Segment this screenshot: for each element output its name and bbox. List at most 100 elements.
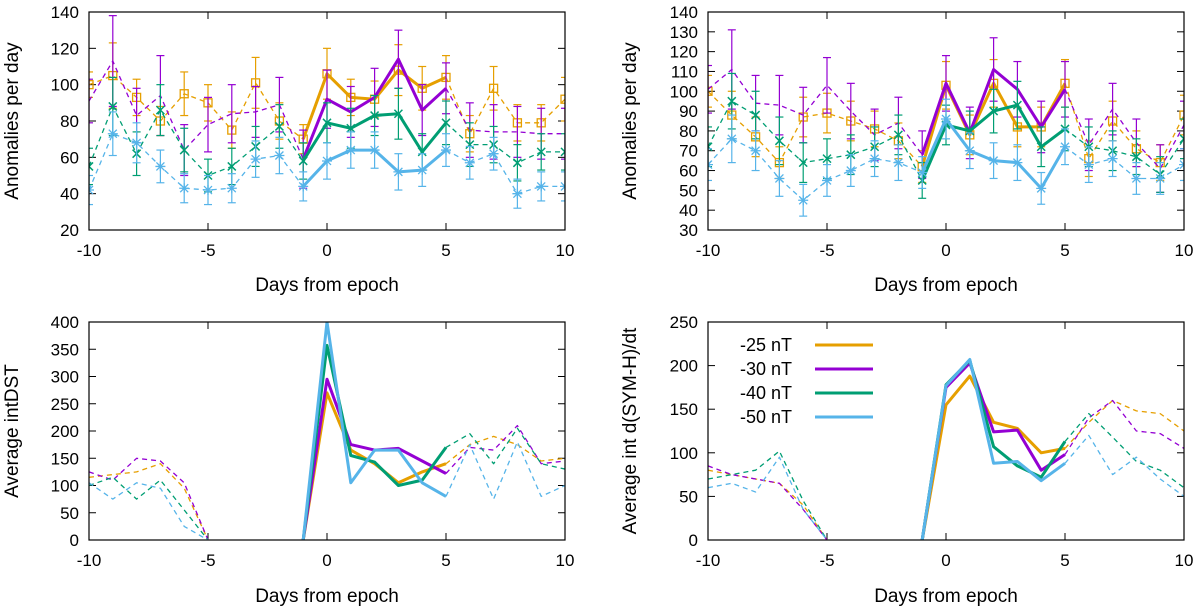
data-point-40-nt xyxy=(227,161,237,171)
data-point-25-nt xyxy=(1179,110,1184,120)
data-point-40-nt xyxy=(1131,152,1141,162)
y-tick-label: 130 xyxy=(670,23,698,42)
data-point-40-nt xyxy=(989,106,999,116)
x-tick-label: -5 xyxy=(819,241,834,260)
x-tick-label: 10 xyxy=(1175,241,1194,260)
data-point-40-nt xyxy=(727,96,737,106)
y-tick-label: 100 xyxy=(670,444,698,463)
data-point-50-nt xyxy=(726,133,737,144)
y-tick-label: 140 xyxy=(51,3,79,22)
data-point-40-nt xyxy=(1012,100,1022,110)
plot-area xyxy=(89,15,565,209)
plot-frame xyxy=(88,321,566,541)
data-point-40-nt xyxy=(774,136,784,146)
data-point-50-nt xyxy=(441,145,451,156)
data-point-50-nt xyxy=(417,165,428,176)
legend: -25 nT -30 nT -40 nT -50 nT xyxy=(740,335,873,427)
data-point-40-nt xyxy=(751,110,761,120)
data-point-50-nt xyxy=(512,188,523,199)
data-point-40-nt xyxy=(322,118,332,128)
data-point-50-nt xyxy=(274,150,285,161)
data-point-40-nt xyxy=(108,101,118,111)
legend-label: -40 nT xyxy=(740,383,792,403)
series-25-nt-dashed-before xyxy=(89,74,304,140)
y-tick-label: 40 xyxy=(60,185,79,204)
legend-label: -50 nT xyxy=(740,407,792,427)
series-40-nt-solid xyxy=(301,343,448,540)
data-point-40-nt xyxy=(536,147,546,157)
data-point-25-nt xyxy=(560,94,565,104)
series-30-nt-dashed-after xyxy=(1064,399,1184,455)
data-point-50-nt xyxy=(774,173,785,184)
series-40-nt-dashed-after xyxy=(445,427,565,470)
series-40-nt-dashed-before xyxy=(708,450,828,540)
data-point-40-nt xyxy=(155,105,165,115)
data-point-40-nt xyxy=(346,123,356,133)
series-25-nt-dashed-after xyxy=(1064,83,1184,164)
data-point-40-nt xyxy=(1036,142,1046,152)
data-point-40-nt xyxy=(893,130,903,140)
y-tick-label: 200 xyxy=(670,357,698,376)
x-tick-label: 5 xyxy=(441,551,450,570)
data-point-50-nt xyxy=(893,157,904,168)
y-tick-label: 0 xyxy=(689,531,698,550)
data-point-50-nt xyxy=(1155,173,1166,184)
data-point-50-nt xyxy=(464,157,475,168)
y-tick-label: 70 xyxy=(679,142,698,161)
y-axis-title: Average intDST xyxy=(2,364,23,498)
x-tick-label: 5 xyxy=(1060,551,1069,570)
series-25-nt-dashed-before xyxy=(708,90,923,168)
data-point-50-nt xyxy=(322,155,332,166)
y-tick-label: 60 xyxy=(60,148,79,167)
data-point-50-nt xyxy=(964,145,975,156)
data-point-50-nt xyxy=(750,145,761,156)
y-tick-label: 110 xyxy=(671,62,698,81)
series-25-nt-solid xyxy=(920,374,1066,540)
x-tick-label: 10 xyxy=(556,551,575,570)
panel-top-left-anomalies-chart: -10 -5 0 5 10 20 40 60 80 100 120 140 Days from epoc… xyxy=(2,3,574,296)
data-point-50-nt xyxy=(941,114,951,125)
legend-label: -25 nT xyxy=(740,335,792,355)
y-tick-label: 50 xyxy=(679,181,698,200)
plot-frame xyxy=(707,11,1185,231)
series-50-nt-solid xyxy=(920,358,1066,540)
data-point-50-nt xyxy=(131,137,142,148)
x-tick-label: 10 xyxy=(1175,551,1194,570)
data-point-50-nt xyxy=(250,154,261,165)
x-axis-title: Days from epoch xyxy=(255,275,399,296)
x-tick-label: -5 xyxy=(200,241,215,260)
series-30-nt-dashed-after xyxy=(1064,89,1184,170)
x-tick-label: -10 xyxy=(77,551,102,570)
data-point-50-nt xyxy=(1131,173,1142,184)
series-25-nt-dashed-after xyxy=(445,435,565,465)
plot-frame xyxy=(707,321,1185,541)
data-point-40-nt xyxy=(560,147,565,157)
y-tick-label: 100 xyxy=(670,82,698,101)
series-40-nt-solid xyxy=(920,358,1067,540)
series-50-nt-solid xyxy=(301,322,447,540)
data-point-40-nt xyxy=(441,118,451,128)
series-40-nt-dashed-before xyxy=(708,100,923,181)
x-tick-label: -10 xyxy=(696,241,721,260)
x-axis-title: Days from epoch xyxy=(874,586,1018,607)
y-tick-label: 50 xyxy=(60,504,79,523)
data-point-50-nt xyxy=(1107,153,1118,164)
data-point-50-nt xyxy=(536,181,547,192)
data-point-40-nt xyxy=(179,145,189,155)
series-40-nt-dashed-before xyxy=(89,476,209,540)
x-axis-title: Days from epoch xyxy=(874,275,1018,296)
series-30-nt-dashed-before xyxy=(89,60,304,160)
series-40-nt-dashed-before xyxy=(89,105,304,177)
y-tick-label: 150 xyxy=(670,400,698,419)
data-point-50-nt xyxy=(298,181,309,192)
data-point-50-nt xyxy=(226,183,237,194)
data-point-50-nt xyxy=(155,161,166,172)
series-30-nt-solid xyxy=(301,377,447,540)
series-40-nt-dashed-after xyxy=(1064,128,1184,176)
data-point-40-nt xyxy=(89,161,94,171)
series-40-nt-dashed-after xyxy=(1064,412,1184,489)
data-point-25-nt xyxy=(89,80,94,90)
data-point-50-nt xyxy=(369,145,380,156)
series-30-nt-dashed-before xyxy=(708,465,828,540)
